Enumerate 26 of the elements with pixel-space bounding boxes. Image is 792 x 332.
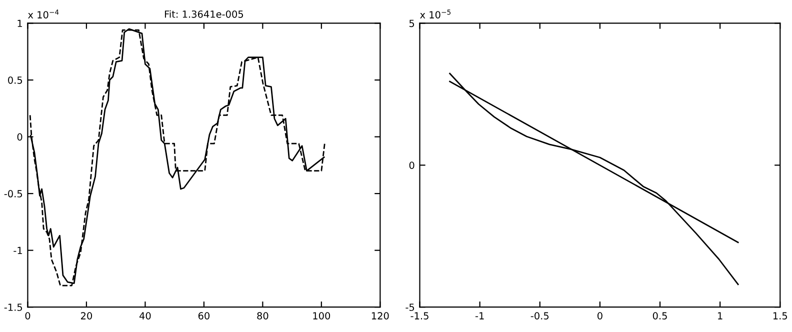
x-tick-label: 1 bbox=[718, 312, 722, 320]
x-tick-label: 40 bbox=[139, 312, 151, 320]
y-tick-label: 1 bbox=[18, 20, 22, 27]
x-tick-label: 0 bbox=[25, 312, 30, 320]
x-tick-label: 0 bbox=[597, 312, 602, 320]
line-series bbox=[449, 72, 739, 286]
y-tick-label: -1.5 bbox=[4, 304, 22, 311]
x-tick-label: -1 bbox=[475, 312, 484, 320]
y-tick-label: 0.5 bbox=[8, 76, 22, 84]
y-tick-label: -1 bbox=[14, 246, 22, 254]
x-tick-label: -0.5 bbox=[530, 312, 549, 320]
y-tick-label: 0 bbox=[409, 162, 414, 169]
x-tick-label: 20 bbox=[80, 312, 92, 320]
x-tick-label: 60 bbox=[198, 312, 210, 320]
text: x 10$^{−4}$ bbox=[28, 10, 59, 18]
y-tick-label: -0.5 bbox=[4, 190, 22, 198]
x-tick-label: 100 bbox=[313, 312, 330, 320]
chart-title: Fit: 1.3641e-005 bbox=[164, 10, 244, 18]
y-tick-label: -5 bbox=[406, 304, 414, 311]
y-tick-label: 0 bbox=[17, 133, 22, 141]
y-tick-label: 5 bbox=[409, 20, 414, 28]
x-tick-label: 1.5 bbox=[773, 312, 787, 320]
x-tick-label: 0.5 bbox=[652, 312, 667, 320]
text: x 10$^{−5}$ bbox=[420, 10, 451, 18]
x-tick-label: 80 bbox=[257, 312, 268, 320]
x-tick-label: 120 bbox=[372, 312, 389, 320]
